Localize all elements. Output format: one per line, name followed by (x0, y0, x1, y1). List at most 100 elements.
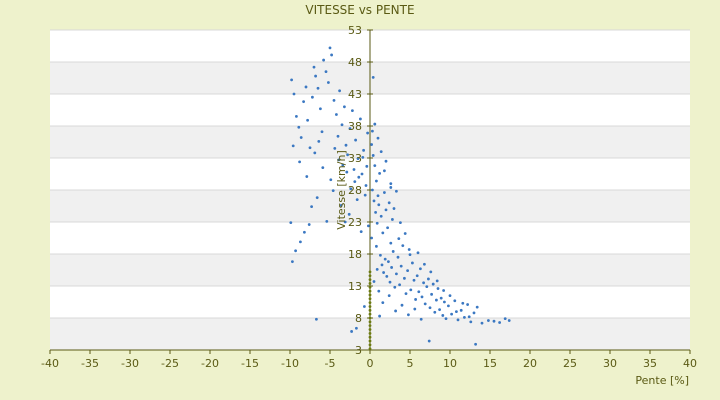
data-point (379, 214, 383, 218)
data-point (423, 262, 426, 266)
data-point (435, 298, 438, 302)
x-tick-label: 0 (367, 357, 374, 370)
data-point (322, 58, 325, 62)
data-point (362, 148, 365, 152)
data-point (363, 193, 367, 197)
x-axis-label: Pente [%] (635, 374, 689, 387)
data-point (474, 342, 477, 346)
data-point (368, 335, 372, 339)
data-point (393, 285, 397, 289)
y-axis-label: Vitesse [km/h] (335, 150, 348, 230)
x-tick-label: 35 (643, 357, 657, 370)
data-point (302, 100, 305, 104)
data-point (324, 70, 328, 73)
data-point (306, 118, 309, 122)
data-point (384, 159, 388, 163)
data-point (368, 278, 372, 281)
data-point (357, 175, 361, 179)
data-point (463, 315, 466, 319)
data-point (315, 196, 319, 200)
data-point (487, 319, 490, 322)
data-point (314, 74, 317, 78)
data-point (359, 117, 362, 121)
data-point (391, 250, 395, 253)
data-point (367, 224, 370, 228)
data-point (305, 175, 309, 178)
data-point (341, 163, 345, 167)
data-point (507, 319, 511, 322)
data-point (371, 75, 375, 79)
data-point (310, 205, 313, 209)
x-tick-label: -25 (161, 357, 179, 370)
data-point (408, 253, 412, 257)
data-point (368, 343, 372, 347)
data-point (435, 279, 439, 283)
data-point (289, 221, 293, 225)
data-point (348, 127, 352, 130)
x-tick-label: 30 (603, 357, 617, 370)
data-point (291, 144, 295, 148)
data-point (391, 218, 394, 221)
data-point (368, 320, 372, 324)
data-point (332, 99, 336, 102)
data-point (292, 92, 296, 96)
data-point (417, 290, 421, 294)
data-point (344, 143, 348, 147)
data-points (289, 46, 511, 351)
data-point (315, 317, 318, 321)
data-point (361, 155, 365, 159)
y-tick-label: 53 (348, 24, 362, 37)
data-point (290, 78, 293, 82)
data-point (307, 223, 311, 226)
data-point (387, 201, 391, 205)
data-point (349, 187, 353, 191)
data-point (380, 263, 384, 267)
y-tick-label: 48 (348, 56, 362, 69)
data-point (414, 298, 417, 301)
data-point (469, 320, 473, 324)
data-point (356, 157, 360, 161)
data-point (343, 105, 346, 109)
data-point (308, 146, 312, 150)
data-point (427, 339, 431, 343)
data-point (339, 203, 343, 207)
data-point (337, 158, 341, 162)
chart-title: VITESSE vs PENTE (305, 3, 414, 17)
data-point (377, 289, 381, 293)
data-point (363, 305, 366, 308)
x-tick-label: 25 (563, 357, 577, 370)
data-point (389, 241, 393, 245)
data-point (319, 107, 322, 111)
data-point (379, 253, 382, 257)
data-point (387, 294, 391, 297)
data-point (368, 289, 372, 293)
data-point (355, 198, 359, 202)
x-tick-label: -35 (81, 357, 99, 370)
data-point (375, 267, 379, 271)
x-tick-label: 40 (683, 357, 697, 370)
data-point (368, 328, 372, 331)
x-tick-label: -5 (325, 357, 336, 370)
data-point (320, 130, 324, 134)
data-point (459, 308, 463, 312)
data-point (381, 231, 385, 235)
data-point (441, 314, 445, 317)
data-point (390, 266, 393, 269)
data-point (321, 166, 325, 170)
data-point (412, 278, 416, 282)
data-point (376, 136, 380, 140)
data-point (436, 287, 440, 290)
data-point (377, 203, 381, 207)
data-point (340, 123, 344, 127)
data-point (359, 230, 363, 234)
data-point (385, 275, 389, 278)
data-point (395, 189, 398, 193)
data-point (503, 317, 507, 321)
data-point (450, 312, 453, 316)
data-point (442, 289, 445, 292)
data-point (480, 321, 484, 325)
data-point (313, 151, 317, 155)
data-point (328, 46, 332, 50)
x-tick-label: -15 (241, 357, 259, 370)
data-point (355, 326, 358, 330)
